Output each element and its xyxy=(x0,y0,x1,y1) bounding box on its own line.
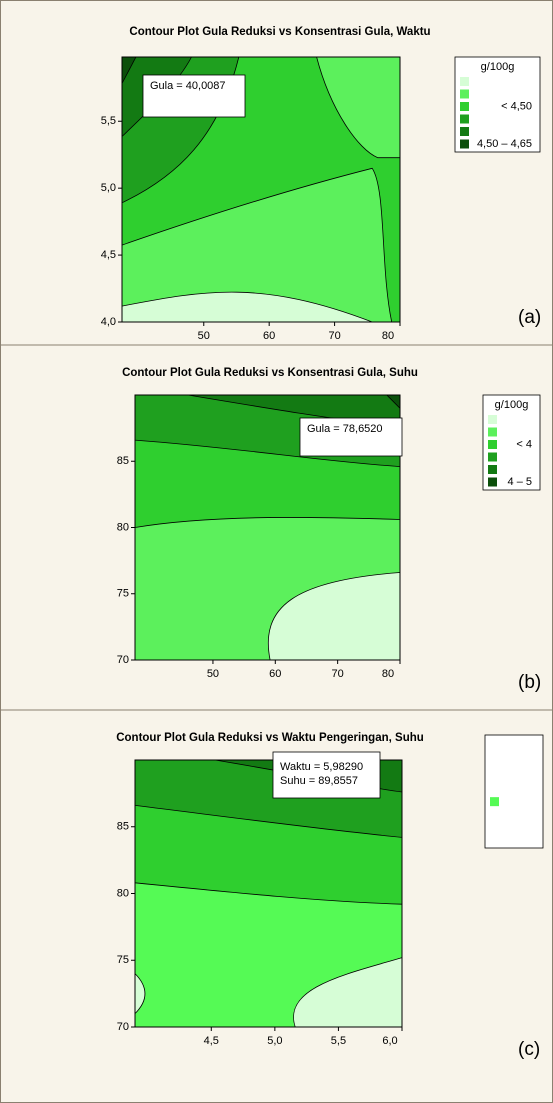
y-tick-label: 85 xyxy=(117,821,129,833)
annotation: Waktu = 5,98290 xyxy=(280,761,363,773)
annotation-box xyxy=(272,751,381,799)
y-tick-label: 5,0 xyxy=(101,182,116,194)
y-tick-label: 80 xyxy=(117,887,129,899)
x-tick-label: 60 xyxy=(269,668,281,680)
legend-box xyxy=(484,734,544,849)
legend-swatch xyxy=(488,465,497,474)
legend-swatch xyxy=(488,427,497,437)
legend-box xyxy=(454,56,541,153)
legend-swatch xyxy=(490,797,499,807)
x-tick-label: 4,5 xyxy=(204,1035,219,1047)
legend-swatch xyxy=(460,114,469,124)
legend-title: g/100g xyxy=(481,61,515,73)
x-tick-label: 70 xyxy=(328,330,340,342)
x-tick-label: 6,0 xyxy=(382,1035,397,1047)
chart-title: Contour Plot Gula Reduksi vs Konsentrasi… xyxy=(129,26,430,38)
y-tick-label: 5,5 xyxy=(101,115,116,127)
legend-swatch xyxy=(460,77,469,86)
legend-title: g/100g xyxy=(495,399,529,411)
annotation: Gula = 40,0087 xyxy=(150,80,226,92)
contour-region xyxy=(316,56,401,159)
y-tick-label: 85 xyxy=(117,455,129,467)
y-tick-label: 4,5 xyxy=(101,249,116,261)
chart-title: Contour Plot Gula Reduksi vs Waktu Penge… xyxy=(116,732,424,744)
annotation: Suhu = 89,8557 xyxy=(280,775,358,787)
legend-swatch xyxy=(488,452,497,462)
legend-label: < 4,50 xyxy=(501,100,532,112)
y-tick-label: 70 xyxy=(117,654,129,666)
panel-label: (a) xyxy=(518,307,541,328)
y-tick-label: 75 xyxy=(117,954,129,966)
legend-swatch xyxy=(460,89,469,99)
annotation-box xyxy=(299,417,403,457)
x-tick-label: 80 xyxy=(382,330,394,342)
contour-region xyxy=(121,291,373,323)
legend-label: 4 – 5 xyxy=(508,476,532,488)
legend-swatch xyxy=(488,440,497,449)
annotation: Gula = 78,6520 xyxy=(307,423,383,435)
legend-label: < 4 xyxy=(516,438,532,450)
y-tick-label: 4,0 xyxy=(101,316,116,328)
legend-swatch xyxy=(460,127,469,136)
legend-label: 4,50 – 4,65 xyxy=(477,138,532,150)
annotation-box xyxy=(142,74,246,118)
x-tick-label: 50 xyxy=(198,330,210,342)
legend-swatch xyxy=(488,415,497,424)
contour-region xyxy=(267,572,401,661)
x-tick-label: 5,5 xyxy=(331,1035,346,1047)
panel-label: (c) xyxy=(518,1039,540,1060)
legend-swatch xyxy=(460,139,469,149)
y-tick-label: 80 xyxy=(117,521,129,533)
legend-swatch xyxy=(488,477,497,487)
y-tick-label: 70 xyxy=(117,1021,129,1033)
plot-frame xyxy=(121,56,401,323)
x-tick-label: 70 xyxy=(332,668,344,680)
legend-swatch xyxy=(460,102,469,111)
chart-title: Contour Plot Gula Reduksi vs Konsentrasi… xyxy=(122,367,418,379)
x-tick-label: 5,0 xyxy=(267,1035,282,1047)
panel-label: (b) xyxy=(518,672,541,693)
x-tick-label: 60 xyxy=(263,330,275,342)
x-tick-label: 50 xyxy=(207,668,219,680)
y-tick-label: 75 xyxy=(117,588,129,600)
contour-region xyxy=(121,167,393,323)
x-tick-label: 80 xyxy=(382,668,394,680)
